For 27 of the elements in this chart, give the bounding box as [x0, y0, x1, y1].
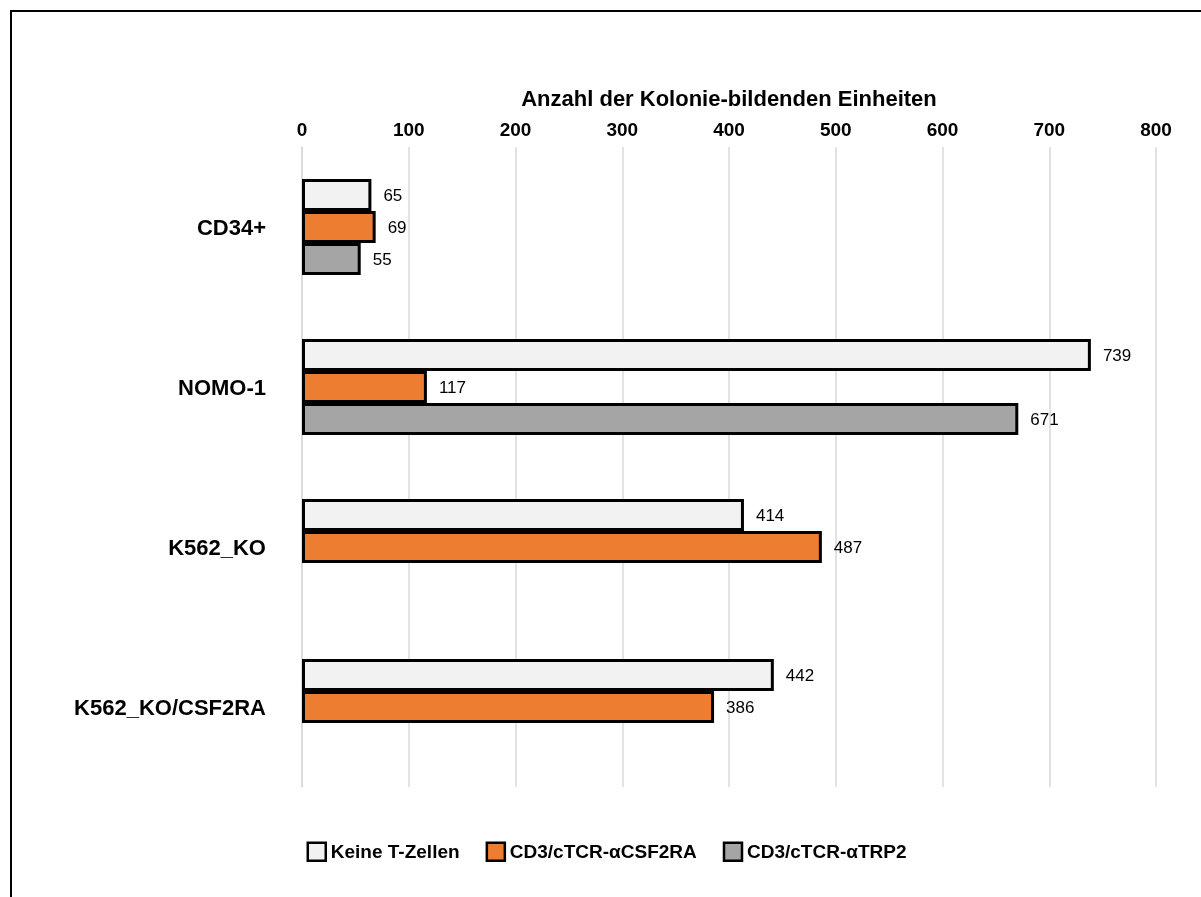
x-tick-label: 400	[713, 119, 745, 140]
data-label: 442	[785, 665, 815, 685]
x-tick-label: 0	[296, 119, 308, 140]
y-tick-label: NOMO-1	[178, 374, 266, 400]
x-axis-title: Anzahl der Kolonie-bildenden Einheiten	[521, 85, 937, 111]
data-label: 65	[383, 185, 403, 205]
x-tick-label: 300	[606, 119, 639, 140]
x-tick-label: 100	[392, 119, 425, 140]
x-tick-label: 500	[819, 119, 852, 140]
y-tick-label: K562_KO	[168, 534, 266, 560]
data-label: 414	[755, 505, 785, 525]
legend-label: CD3/cTCR-αTRP2	[747, 841, 907, 863]
x-tick-label: 700	[1033, 119, 1066, 140]
data-label: 739	[1102, 345, 1132, 365]
data-label: 487	[833, 537, 863, 557]
y-tick-label: CD34+	[196, 214, 266, 240]
y-tick-label: K562_KO/CSF2RA	[74, 694, 267, 720]
legend-label: Keine T-Zellen	[330, 841, 460, 863]
data-label: 69	[387, 217, 407, 237]
x-tick-label: 800	[1140, 119, 1172, 140]
data-label: 117	[438, 377, 467, 397]
data-label: 386	[726, 697, 755, 717]
legend-label: CD3/cTCR-αCSF2RA	[509, 841, 698, 863]
data-label: 671	[1030, 409, 1059, 429]
data-label: 55	[372, 249, 392, 269]
x-tick-label: 200	[499, 119, 532, 140]
x-tick-label: 600	[926, 119, 959, 140]
